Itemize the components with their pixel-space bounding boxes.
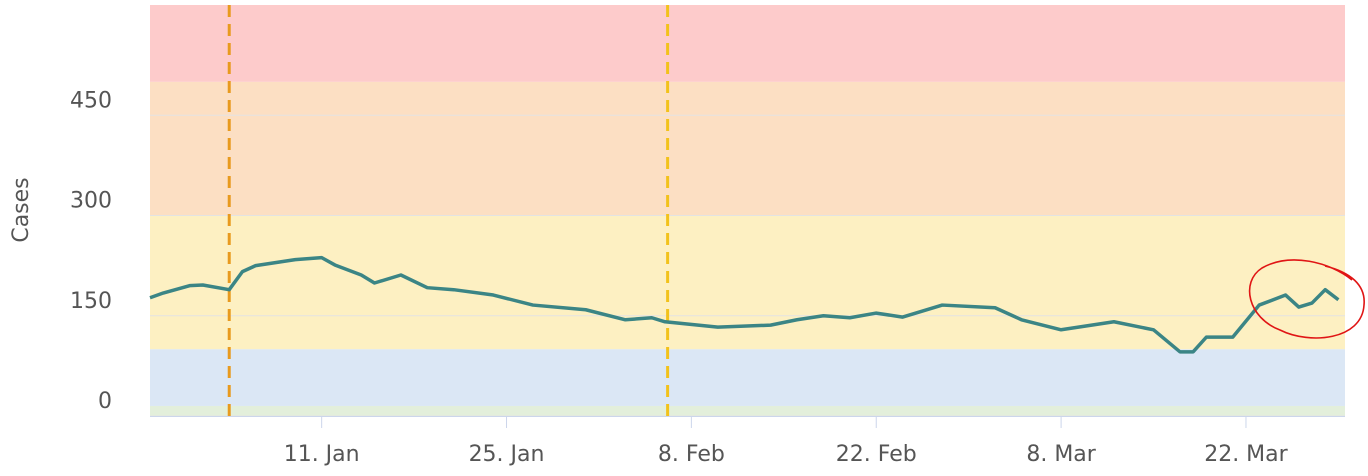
bands [150, 5, 1345, 416]
y-tick-label: 450 [70, 88, 112, 113]
band [150, 5, 1345, 82]
band [150, 81, 1345, 216]
x-tick-label: 22. Feb [836, 442, 917, 467]
hand-drawn-circle [1248, 259, 1365, 339]
y-tick-label: 0 [98, 389, 112, 414]
x-tick-label: 8. Feb [658, 442, 725, 467]
series-line [149, 255, 1340, 354]
axes: 0 150 300 450 11. Jan 25. Jan 8. Feb 22. Feb 8. … [70, 88, 1345, 467]
band [150, 349, 1345, 406]
y-axis-label: Cases [9, 177, 34, 242]
x-tick-label: 8. Mar [1026, 442, 1096, 467]
x-tick-label: 11. Jan [284, 442, 360, 467]
band [150, 215, 1345, 350]
y-tick-label: 150 [70, 289, 112, 314]
plot-lines [227, 5, 670, 416]
series [149, 255, 1340, 354]
x-tick-label: 22. Mar [1204, 442, 1288, 467]
x-tick-label: 25. Jan [469, 442, 545, 467]
band [150, 405, 1345, 416]
y-tick-label: 300 [70, 189, 112, 214]
